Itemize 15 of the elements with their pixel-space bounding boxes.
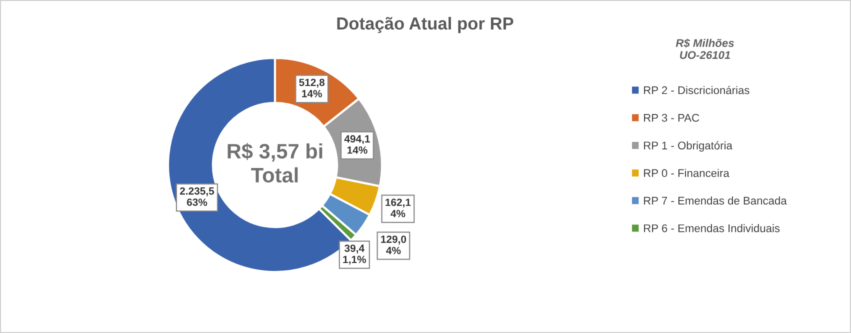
legend-label: RP 7 - Emendas de Bancada xyxy=(644,196,787,205)
data-label: 162,1 4% xyxy=(386,198,411,218)
chart-title: Dotação Atual por RP xyxy=(337,16,514,34)
legend-label: RP 2 - Discricionárias xyxy=(644,86,750,94)
legend-label: RP 1 - Obrigatória xyxy=(644,141,732,152)
data-label: 2.235,5 63% xyxy=(180,187,214,206)
legend-label: RP 6 - Emendas Individuais xyxy=(644,224,780,232)
legend-label: RP 0 - Financeira xyxy=(644,168,730,178)
legend-label: RP 3 - PAC xyxy=(644,114,700,122)
data-label: 39,4 1,1% xyxy=(343,244,366,265)
text: R$ Milhões UO-26101 xyxy=(676,38,734,59)
text: R$ 3,57 bi Total xyxy=(228,142,322,183)
data-label: 494,1 14% xyxy=(344,135,370,154)
data-label: 129,0 4% xyxy=(381,236,406,254)
data-label: 512,8 14% xyxy=(299,78,325,98)
